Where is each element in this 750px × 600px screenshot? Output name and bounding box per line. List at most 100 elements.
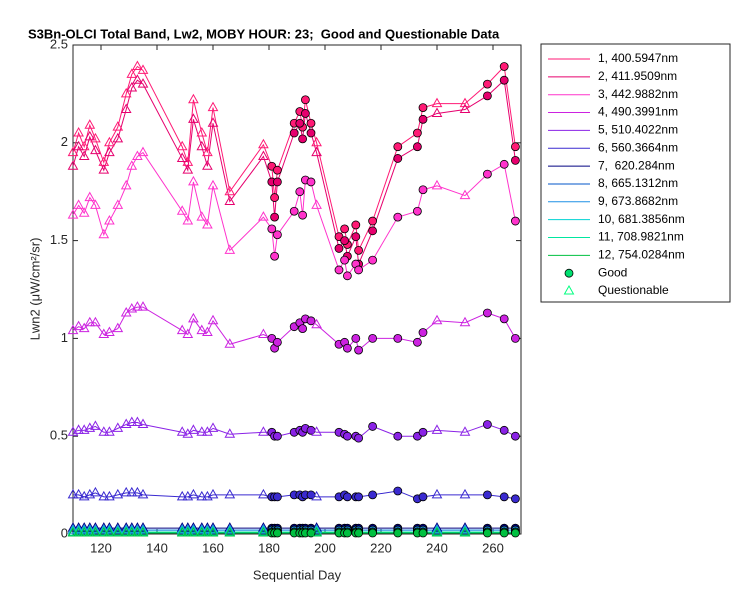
questionable-marker (182, 524, 194, 534)
questionable-marker (182, 164, 194, 174)
questionable-marker (176, 524, 188, 534)
x-tick-label: 180 (258, 540, 280, 555)
questionable-marker (90, 316, 101, 327)
questionable-marker (104, 524, 115, 534)
questionable-marker (207, 117, 219, 127)
good-marker (270, 212, 280, 222)
good-marker (295, 187, 305, 197)
questionable-marker (196, 211, 208, 221)
good-marker (412, 142, 422, 152)
legend-swatch (564, 268, 574, 278)
questionable-marker (176, 140, 188, 151)
good-marker (418, 528, 428, 538)
questionable-marker (112, 121, 124, 131)
questionable-marker (112, 422, 124, 432)
questionable-marker (176, 527, 188, 537)
good-marker (270, 193, 280, 202)
questionable-marker (126, 416, 138, 427)
questionable-marker (196, 324, 208, 335)
questionable-marker (126, 82, 138, 92)
questionable-marker (207, 522, 219, 532)
x-axis-label: Sequential Day (253, 567, 342, 582)
good-marker (412, 128, 422, 138)
good-marker (393, 528, 403, 538)
questionable-marker (207, 422, 219, 432)
questionable-marker (176, 426, 188, 436)
questionable-marker (311, 136, 322, 147)
questionable-marker (188, 488, 199, 499)
good-marker (298, 134, 308, 144)
good-marker (368, 333, 378, 343)
questionable-marker (188, 113, 199, 123)
good-marker (482, 528, 492, 538)
legend-swatch (563, 285, 575, 295)
y-tick-label: 1 (61, 330, 68, 345)
good-marker (354, 345, 364, 355)
questionable-marker (459, 426, 471, 436)
questionable-marker (459, 527, 471, 537)
questionable-marker (137, 78, 149, 88)
questionable-marker (188, 522, 199, 532)
questionable-marker (431, 424, 443, 434)
questionable-marker (104, 426, 115, 436)
good-marker (270, 251, 280, 261)
good-marker (272, 177, 282, 187)
good-marker (267, 224, 277, 234)
questionable-marker (182, 522, 194, 532)
chart-title: S3Bn-OLCI Total Band, Lw2, MOBY HOUR: 23… (28, 26, 500, 41)
good-marker (499, 62, 509, 71)
good-marker (354, 433, 364, 443)
questionable-marker (207, 527, 219, 537)
questionable-marker (224, 338, 236, 348)
good-marker (482, 169, 492, 179)
good-marker (342, 343, 352, 353)
good-marker (368, 255, 378, 265)
good-marker (342, 492, 352, 502)
questionable-marker (112, 527, 124, 537)
questionable-marker (258, 211, 269, 221)
x-tick-label: 140 (146, 540, 168, 555)
questionable-marker (202, 326, 213, 337)
questionable-marker (431, 522, 443, 532)
questionable-marker (176, 324, 188, 335)
good-marker (354, 265, 364, 275)
questionable-marker (132, 74, 143, 84)
good-marker (368, 226, 378, 236)
questionable-marker (120, 522, 132, 532)
questionable-marker (90, 527, 101, 537)
y-tick-label: 0 (61, 525, 68, 540)
good-marker (342, 431, 352, 441)
y-tick-label: 2 (61, 134, 68, 149)
questionable-marker (126, 68, 138, 78)
questionable-marker (120, 486, 132, 497)
questionable-marker (98, 490, 110, 501)
questionable-marker (224, 522, 236, 532)
questionable-marker (132, 301, 143, 311)
questionable-marker (431, 488, 443, 499)
questionable-marker (73, 127, 84, 137)
questionable-marker (202, 524, 213, 534)
questionable-marker (196, 140, 208, 151)
good-marker (289, 206, 299, 216)
questionable-marker (73, 199, 84, 209)
good-marker (272, 492, 282, 502)
questionable-marker (98, 228, 110, 239)
questionable-marker (67, 527, 79, 537)
questionable-marker (311, 522, 322, 532)
questionable-marker (126, 524, 138, 534)
good-marker (306, 128, 316, 138)
good-marker (418, 103, 428, 112)
y-tick-label: 2.5 (50, 36, 68, 51)
good-marker (351, 232, 361, 242)
questionable-marker (258, 522, 269, 532)
questionable-marker (207, 179, 219, 190)
x-tick-label: 200 (314, 540, 336, 555)
questionable-marker (90, 524, 101, 534)
questionable-marker (132, 416, 143, 427)
good-marker (499, 492, 509, 502)
questionable-marker (207, 101, 219, 112)
questionable-marker (120, 527, 132, 537)
good-marker (511, 333, 520, 343)
questionable-marker (104, 527, 115, 537)
questionable-marker (224, 524, 236, 534)
